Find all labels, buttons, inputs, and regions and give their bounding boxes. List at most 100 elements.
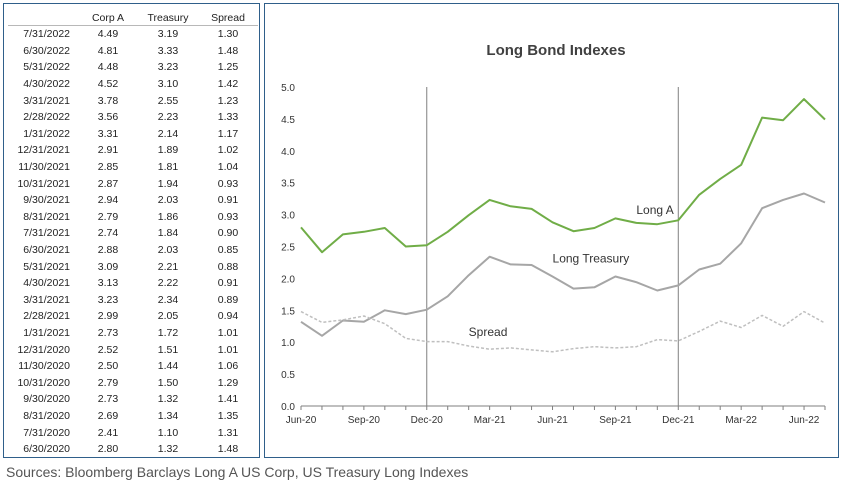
cell-corp-a: 3.23 [97,293,119,306]
table-row: 3/31/2021 3.23 2.34 0.89 [8,292,258,309]
cell-spread: 1.23 [217,94,239,107]
cell-spread: 1.29 [217,376,239,389]
table-row: 1/31/2021 2.73 1.72 1.01 [8,325,258,342]
x-tick-label: Sep-21 [599,415,632,426]
cell-spread: 0.91 [217,277,239,290]
cell-treasury: 3.23 [157,61,179,74]
cell-spread: 0.94 [217,310,239,323]
cell-spread: 1.01 [217,326,239,339]
cell-treasury: 2.14 [157,127,179,140]
cell-date: 7/31/2021 [23,227,70,240]
cell-spread: 0.89 [217,293,239,306]
x-tick-label: Dec-20 [411,415,444,426]
cell-treasury: 1.72 [157,326,179,339]
y-tick-label: 4.0 [281,147,295,158]
cell-corp-a: 2.50 [97,360,119,373]
cell-date: 6/30/2022 [23,44,70,57]
x-tick-label: Dec-21 [662,415,695,426]
cell-corp-a: 2.69 [97,409,119,422]
table-row: 9/30/2021 2.94 2.03 0.91 [8,192,258,209]
y-tick-label: 3.5 [281,179,295,190]
cell-spread: 1.31 [217,426,239,439]
table-row: 8/31/2021 2.79 1.86 0.93 [8,209,258,226]
cell-date: 1/31/2022 [23,127,70,140]
table-row: 4/30/2021 3.13 2.22 0.91 [8,275,258,292]
cell-corp-a: 4.49 [97,28,119,41]
cell-corp-a: 2.91 [97,144,119,157]
cell-date: 8/31/2021 [23,210,70,223]
x-tick-label: Jun-22 [789,415,820,426]
cell-corp-a: 2.73 [97,326,119,339]
cell-spread: 1.35 [217,409,239,422]
x-tick-label: Mar-21 [474,415,506,426]
cell-treasury: 1.10 [157,426,179,439]
table-row: 11/30/2020 2.50 1.44 1.06 [8,358,258,375]
y-tick-label: 0.5 [281,370,295,381]
series-label: Long Treasury [553,251,630,265]
table-row: 6/30/2020 2.80 1.32 1.48 [8,441,258,458]
cell-treasury: 1.50 [157,376,179,389]
table-row: 12/31/2021 2.91 1.89 1.02 [8,142,258,159]
cell-corp-a: 2.41 [97,426,119,439]
series-line-long-a [300,98,826,254]
cell-corp-a: 4.48 [97,61,119,74]
table-row: 8/31/2020 2.69 1.34 1.35 [8,408,258,425]
x-tick-label: Jun-20 [286,415,317,426]
series-line-long-treasury [300,192,826,337]
y-tick-label: 2.0 [281,274,295,285]
table-row: 2/28/2021 2.99 2.05 0.94 [8,308,258,325]
y-tick-label: 0.0 [281,402,295,413]
cell-spread: 0.85 [217,244,239,257]
y-tick-label: 1.0 [281,338,295,349]
cell-spread: 0.90 [217,227,239,240]
cell-treasury: 1.44 [157,360,179,373]
cell-spread: 1.48 [217,443,239,456]
table-row: 1/31/2022 3.31 2.14 1.17 [8,126,258,143]
cell-date: 6/30/2021 [23,244,70,257]
cell-date: 10/31/2020 [17,376,70,389]
table-row: 6/30/2022 4.81 3.33 1.48 [8,43,258,60]
cell-spread: 1.30 [217,28,239,41]
cell-corp-a: 3.31 [97,127,119,140]
cell-spread: 0.93 [217,177,239,190]
cell-date: 12/31/2021 [17,144,70,157]
cell-date: 11/30/2021 [18,161,70,174]
cell-date: 8/31/2020 [23,409,70,422]
chart-panel: Long Bond Indexes 0.0 0.5 1.0 1.5 2.0 2.5 3.0 3… [264,3,839,458]
cell-treasury: 2.21 [157,260,179,273]
yield-table: Corp A Treasury Spread 7/31/2022 4.49 3.19… [8,10,258,457]
cell-treasury: 2.23 [157,111,179,124]
y-tick-label: 5.0 [281,83,295,94]
cell-corp-a: 2.94 [97,194,119,207]
cell-corp-a: 2.73 [97,393,119,406]
cell-treasury: 1.34 [157,409,179,422]
table-row: 7/31/2021 2.74 1.84 0.90 [8,225,258,242]
cell-treasury: 2.34 [157,293,179,306]
cell-spread: 0.93 [217,210,239,223]
table-row: 3/31/2021 3.78 2.55 1.23 [8,92,258,109]
cell-spread: 1.17 [217,127,239,140]
table-row: 9/30/2020 2.73 1.32 1.41 [8,391,258,408]
cell-date: 11/30/2020 [18,360,70,373]
cell-treasury: 1.51 [157,343,179,356]
header-treasury: Treasury [138,10,198,26]
cell-treasury: 1.32 [157,393,179,406]
header-date [8,10,78,26]
cell-treasury: 1.81 [157,161,179,174]
yield-table-panel: Corp A Treasury Spread 7/31/2022 4.49 3.19… [3,3,260,458]
cell-date: 2/28/2022 [23,111,70,124]
cell-corp-a: 2.87 [97,177,119,190]
header-corp-a: Corp A [78,10,138,26]
cell-treasury: 3.19 [157,28,179,41]
cell-date: 4/30/2022 [23,78,70,91]
cell-treasury: 1.32 [157,443,179,456]
cell-corp-a: 2.79 [97,210,119,223]
chart-title: Long Bond Indexes [486,42,625,59]
series-label: Spread [469,325,508,339]
cell-spread: 1.02 [217,144,239,157]
cell-treasury: 3.10 [157,78,179,91]
cell-date: 9/30/2021 [23,194,70,207]
cell-treasury: 1.94 [157,177,179,190]
table-row: 10/31/2021 2.87 1.94 0.93 [8,175,258,192]
table-row: 6/30/2021 2.88 2.03 0.85 [8,242,258,259]
